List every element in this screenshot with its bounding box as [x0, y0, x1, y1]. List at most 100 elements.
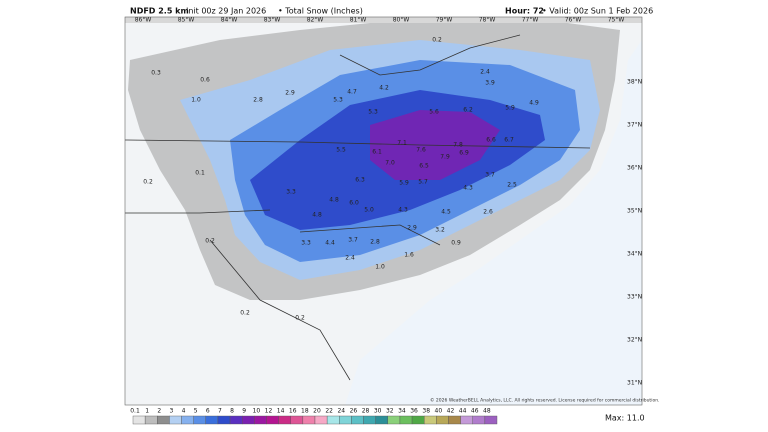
colorbar-box [302, 415, 316, 425]
lon-label: 82°W [307, 17, 324, 24]
snow-label: 1.6 [404, 252, 414, 259]
colorbar-label: 14 [277, 408, 285, 415]
colorbar-label: 22 [325, 408, 333, 415]
lon-label: 78°W [479, 17, 496, 24]
snow-label: 7.8 [453, 142, 463, 149]
snow-label: 4.5 [441, 209, 451, 216]
lon-label: 85°W [178, 17, 195, 24]
colorbar-box [411, 415, 425, 425]
colorbar-box [339, 415, 352, 425]
snow-label: 4.7 [347, 89, 357, 96]
snow-label: 5.3 [368, 109, 378, 116]
snow-label: 3.9 [485, 80, 495, 87]
lon-label: 86°W [135, 17, 152, 24]
snow-label: 7.9 [440, 154, 450, 161]
colorbar-label: 18 [301, 408, 309, 415]
colorbar-label: 2 [157, 408, 161, 415]
colorbar-label: 12 [265, 408, 273, 415]
colorbar-box [254, 415, 267, 425]
lat-label: 33°N [627, 294, 642, 301]
colorbar-label: 36 [410, 408, 418, 415]
snow-label: 4.3 [463, 185, 473, 192]
snow-label: 6.2 [463, 107, 473, 114]
lat-label: 37°N [627, 122, 642, 129]
colorbar-box [424, 415, 437, 425]
colorbar-label: 42 [447, 408, 455, 415]
snow-label: 2.6 [483, 209, 493, 216]
snow-label: 6.6 [486, 137, 496, 144]
colorbar-label: 0.1 [130, 408, 140, 415]
colorbar-box [157, 415, 170, 425]
snow-label: 3.3 [286, 189, 296, 196]
colorbar-box [436, 415, 449, 425]
snow-label: 0.2 [205, 238, 215, 245]
colorbar-label: 5 [194, 408, 198, 415]
lat-label: 36°N [627, 165, 642, 172]
colorbar-box [229, 415, 243, 425]
lon-label: 77°W [522, 17, 539, 24]
colorbar-box [326, 415, 340, 425]
snow-label: 2.4 [345, 255, 355, 262]
colorbar-label: 8 [230, 408, 234, 415]
snow-label: 4.3 [398, 207, 408, 214]
snow-label: 6.0 [349, 200, 359, 207]
lon-label: 79°W [436, 17, 453, 24]
lon-label: 81°W [350, 17, 367, 24]
colorbar-label: 26 [350, 408, 358, 415]
snow-label: 5.5 [336, 147, 346, 154]
snow-label: 5.3 [333, 97, 343, 104]
colorbar-label: 46 [471, 408, 479, 415]
snow-label: 2.8 [370, 239, 380, 246]
colorbar-label: 40 [435, 408, 443, 415]
snow-label: 2.4 [480, 69, 490, 76]
colorbar-box [314, 415, 328, 425]
lat-label: 31°N [627, 380, 642, 387]
colorbar-label: 7 [218, 408, 222, 415]
snow-label: 2.5 [507, 182, 517, 189]
snow-label: 2.9 [285, 90, 295, 97]
colorbar-box [278, 415, 291, 425]
colorbar-box [472, 415, 486, 425]
lon-label: 83°W [264, 17, 281, 24]
colorbar-box [241, 415, 255, 425]
snow-label: 4.2 [379, 85, 389, 92]
state-borders [124, 34, 591, 381]
snow-label: 0.1 [195, 170, 205, 177]
colorbar-label: 9 [242, 408, 246, 415]
colorbar-label: 28 [362, 408, 370, 415]
snow-label: 5.9 [399, 180, 409, 187]
snow-label: 1.0 [375, 264, 385, 271]
max: Max: 11.0 [605, 414, 645, 423]
colorbar-box [193, 415, 207, 425]
snow-label: 2.9 [407, 225, 417, 232]
snow-label: 6.9 [459, 150, 469, 157]
lon-label: 84°W [221, 17, 238, 24]
colorbar-label: 48 [483, 408, 491, 415]
snow-label: 0.2 [432, 37, 442, 44]
field: • Total Snow (Inches) [278, 7, 363, 16]
snow-label: 3.7 [348, 237, 358, 244]
colorbar-label: 4 [182, 408, 186, 415]
lat-label: 35°N [627, 208, 642, 215]
colorbar-label: 6 [206, 408, 210, 415]
colorbar-box [363, 415, 376, 425]
colorbar-label: 16 [289, 408, 297, 415]
snow-label: 5.9 [505, 105, 515, 112]
snow-label: 4.4 [325, 240, 335, 247]
lon-strip [125, 17, 642, 23]
colorbar-label: 34 [398, 408, 406, 415]
colorbar-box [290, 415, 304, 425]
colorbar-label: 10 [253, 408, 261, 415]
colorbar-box [460, 415, 473, 425]
snow-label: 7.0 [385, 160, 395, 167]
colorbar-label: 3 [169, 408, 173, 415]
snow-label: 3.3 [301, 240, 311, 247]
snow-label: 3.2 [435, 227, 445, 234]
colorbar-label: 38 [422, 408, 430, 415]
snow-label: 4.9 [529, 100, 539, 107]
lon-label: 80°W [393, 17, 410, 24]
snow-label: 6.5 [419, 163, 429, 170]
colorbar-box [144, 415, 158, 425]
snow-label: 7.6 [416, 147, 426, 154]
colorbar-label: 30 [374, 408, 382, 415]
